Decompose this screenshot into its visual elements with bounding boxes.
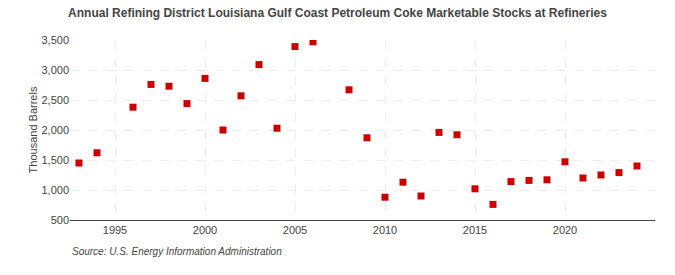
svg-text:Thousand Barrels: Thousand Barrels bbox=[27, 86, 39, 173]
svg-text:3,000: 3,000 bbox=[41, 64, 69, 76]
svg-text:2,000: 2,000 bbox=[41, 124, 69, 136]
svg-text:500: 500 bbox=[51, 214, 69, 226]
svg-text:Source: U.S. Energy Informatio: Source: U.S. Energy Information Administ… bbox=[72, 246, 282, 257]
svg-text:2020: 2020 bbox=[553, 224, 577, 236]
svg-text:Annual Refining District Louis: Annual Refining District Louisiana Gulf … bbox=[68, 6, 607, 20]
svg-text:1,000: 1,000 bbox=[41, 184, 69, 196]
svg-text:2,500: 2,500 bbox=[41, 94, 69, 106]
svg-text:2010: 2010 bbox=[373, 224, 397, 236]
svg-text:2005: 2005 bbox=[283, 224, 307, 236]
svg-text:1995: 1995 bbox=[103, 224, 127, 236]
svg-text:2000: 2000 bbox=[193, 224, 217, 236]
svg-text:3,500: 3,500 bbox=[41, 34, 69, 46]
svg-text:1,500: 1,500 bbox=[41, 154, 69, 166]
svg-text:2015: 2015 bbox=[463, 224, 487, 236]
